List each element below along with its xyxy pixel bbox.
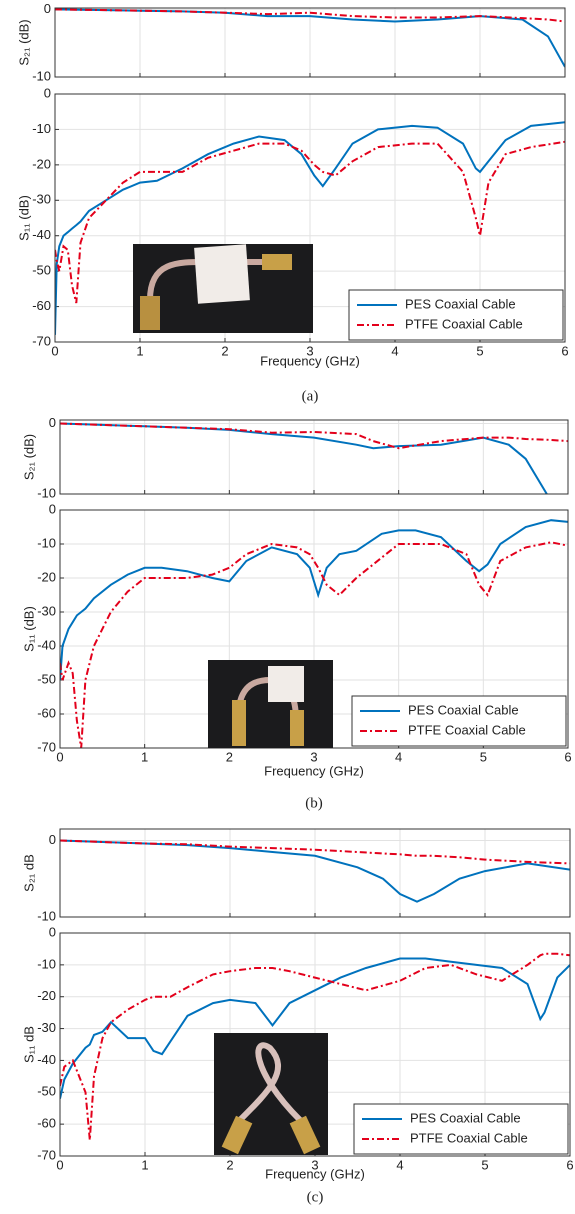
x-tick-label: 0 [51,343,58,358]
y-tick-label: -10 [37,485,56,500]
caption: (c) [307,1189,324,1205]
x-axis-label: Frequency (GHz) [260,353,360,368]
legend-label: PES Coaxial Cable [405,296,516,311]
plot-frame [59,932,571,1157]
y-tick-label: -70 [37,739,56,754]
y-tick-label: -60 [37,705,56,720]
plot-frame [54,93,566,343]
series-line [55,8,565,23]
series-line [60,422,568,450]
legend-label: PES Coaxial Cable [410,1110,521,1125]
plot-frame [59,419,569,495]
y-tick-label: -30 [37,603,56,618]
x-tick-label: 5 [476,343,483,358]
x-tick-label: 3 [310,749,317,764]
x-tick-label: 1 [136,343,143,358]
y-tick-label: 0 [44,85,51,100]
photo-inset-a [133,244,313,333]
y-tick-label: -10 [37,908,56,923]
x-tick-label: 0 [56,749,63,764]
y-tick-label: 0 [49,832,56,847]
y-axis-label: S₁₁ (dB) [21,606,36,652]
series-line [60,541,568,748]
y-tick-label: -10 [37,956,56,971]
series-line [60,422,548,494]
x-axis-label: Frequency (GHz) [264,763,364,778]
x-tick-label: 6 [561,343,568,358]
chart: 0 1 2 3 4 5 6 0 -10 -20 -30 -40 -50 -60 -70 S₁₁ (dB) Fre… [21,501,571,811]
y-tick-label: -10 [37,535,56,550]
y-tick-label: -40 [32,227,51,242]
y-axis-label: S₂₁ dB [21,854,36,892]
y-tick-label: 0 [44,1,51,16]
x-tick-label: 5 [480,749,487,764]
series-line [60,957,570,1099]
x-tick-label: 4 [396,1157,403,1172]
caption: (a) [302,388,319,404]
y-tick-label: 0 [49,924,56,939]
legend-label: PES Coaxial Cable [408,702,519,717]
legend: PES Coaxial Cable PTFE Coaxial Cable [351,695,567,747]
y-tick-label: -40 [37,1052,56,1067]
x-axis-label: Frequency (GHz) [265,1166,365,1181]
legend: PES Coaxial Cable PTFE Coaxial Cable [348,289,564,341]
y-axis-label: S₂₁ (dB) [16,19,31,65]
y-tick-label: -50 [37,1084,56,1099]
x-tick-label: 2 [226,749,233,764]
y-tick-label: -40 [37,637,56,652]
plot-frame [54,7,566,78]
x-tick-label: 3 [311,1157,318,1172]
y-tick-label: -30 [37,1020,56,1035]
series-line [60,839,570,865]
y-axis-label: S₁₁ dB [21,1026,36,1063]
x-tick-label: 2 [226,1157,233,1172]
x-tick-label: 0 [56,1157,63,1172]
x-tick-label: 1 [141,749,148,764]
chart: 0 -10 S₂₁ dB [21,828,571,923]
caption: (b) [305,795,323,811]
series-line [55,140,565,304]
y-tick-label: -50 [32,263,51,278]
plot-frame [59,828,571,918]
y-tick-label: 0 [49,501,56,516]
y-tick-label: -60 [37,1116,56,1131]
photo-inset-b [208,660,333,748]
y-axis-label: S₂₁ (dB) [21,434,36,480]
legend-box [351,695,567,747]
y-axis-label: S₁₁ (dB) [16,195,31,241]
y-tick-label: -10 [32,68,51,83]
y-tick-label: -70 [32,333,51,348]
y-tick-label: 0 [49,415,56,430]
x-tick-label: 3 [306,343,313,358]
x-tick-label: 1 [141,1157,148,1172]
y-tick-label: -60 [32,298,51,313]
series-line [55,121,565,335]
x-tick-label: 6 [564,749,571,764]
legend-box [348,289,564,341]
x-tick-label: 2 [221,343,228,358]
series-line [60,519,568,681]
y-tick-label: -10 [32,121,51,136]
photo-inset-c [214,1033,328,1155]
x-tick-label: 4 [391,343,398,358]
y-tick-label: -20 [32,156,51,171]
legend-box [353,1103,569,1155]
series-line [60,952,570,1141]
x-tick-label: 6 [566,1157,573,1172]
legend-label: PTFE Coaxial Cable [405,316,523,331]
y-tick-label: -70 [37,1147,56,1162]
y-tick-label: -30 [32,192,51,207]
y-tick-label: -20 [37,988,56,1003]
y-tick-label: -20 [37,569,56,584]
legend-label: PTFE Coaxial Cable [410,1130,528,1145]
legend-label: PTFE Coaxial Cable [408,722,526,737]
x-tick-label: 5 [481,1157,488,1172]
y-tick-label: -50 [37,671,56,686]
legend: PES Coaxial Cable PTFE Coaxial Cable [353,1103,569,1155]
x-tick-label: 4 [395,749,402,764]
